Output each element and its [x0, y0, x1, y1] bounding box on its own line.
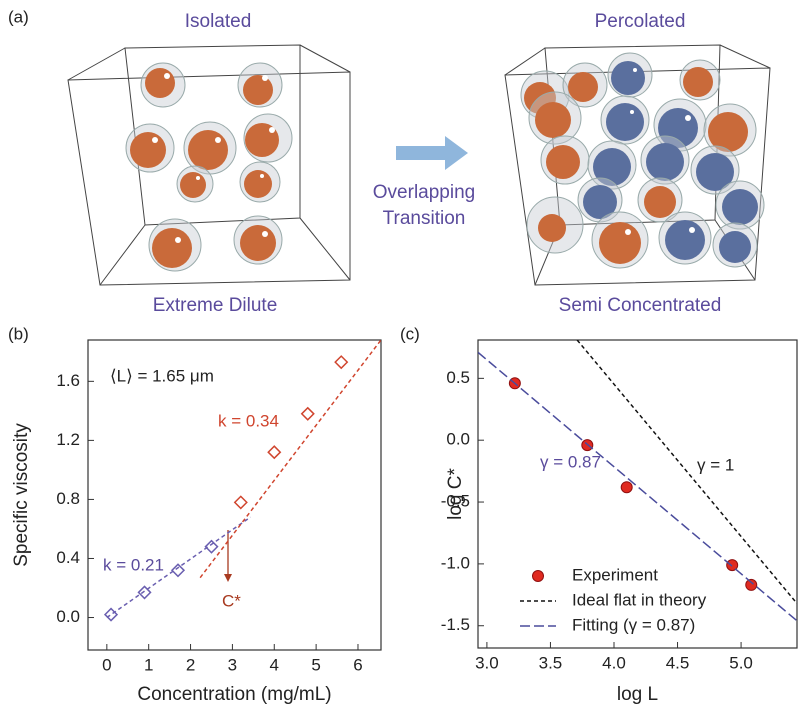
y-tick-label: 0.0: [446, 430, 470, 449]
x-tick-label: 5.0: [729, 653, 753, 672]
x-tick-label: 4.5: [666, 653, 690, 672]
fit-line: [200, 340, 381, 578]
legend-label: Ideal flat in theory: [572, 590, 707, 609]
data-point: [302, 408, 314, 420]
x-tick-label: 4.0: [602, 653, 626, 672]
y-tick-label: 0.5: [446, 368, 470, 387]
x-axis-label: Concentration (mg/mL): [137, 684, 331, 704]
data-point: [172, 564, 184, 576]
x-tick-label: 3: [228, 655, 237, 674]
annotation: γ = 0.87: [540, 452, 601, 471]
data-point: [335, 356, 347, 368]
data-point: [268, 446, 280, 458]
figure: (a) Isolated Extreme Dilute Percolated S…: [0, 0, 799, 704]
data-point: [105, 609, 117, 621]
right-caption: Semi Concentrated: [559, 295, 722, 316]
fit-line: [577, 340, 797, 603]
x-tick-label: 3.0: [475, 653, 499, 672]
y-tick-label: 1.6: [56, 371, 80, 390]
c-star-arrowhead: [224, 574, 232, 582]
legend-label: Experiment: [572, 565, 658, 584]
legend-label: Fitting (γ = 0.87): [572, 615, 695, 634]
x-tick-label: 5: [311, 655, 320, 674]
x-tick-label: 6: [353, 655, 362, 674]
panel-label: (c): [400, 324, 420, 343]
annotation: k = 0.21: [103, 555, 164, 574]
transition-arrow: [396, 136, 468, 170]
x-tick-label: 1: [144, 655, 153, 674]
x-tick-label: 4: [270, 655, 279, 674]
x-tick-label: 0: [102, 655, 111, 674]
left-title: Isolated: [185, 11, 252, 32]
arrow-text: Overlapping: [373, 182, 475, 203]
panel-label: (b): [8, 324, 29, 343]
data-point: [235, 496, 247, 508]
left-caption: Extreme Dilute: [153, 295, 278, 316]
arrow-text: Transition: [383, 208, 466, 229]
y-tick-label: -1.5: [441, 615, 470, 634]
x-tick-label: 3.5: [539, 653, 563, 672]
y-tick-label: -1.0: [441, 553, 470, 572]
annotation: k = 0.34: [218, 411, 279, 430]
y-tick-label: 0.4: [56, 548, 80, 567]
panel-a: (a) Isolated Extreme Dilute Percolated S…: [8, 7, 770, 316]
y-tick-label: 1.2: [56, 430, 80, 449]
panel-label: (a): [8, 7, 29, 26]
annotation: γ = 1: [697, 455, 734, 474]
right-spheres: [521, 53, 764, 268]
y-axis-label: Specific viscosity: [11, 423, 32, 567]
y-tick-label: 0.8: [56, 489, 80, 508]
x-tick-label: 2: [186, 655, 195, 674]
y-tick-label: 0.0: [56, 607, 80, 626]
right-title: Percolated: [595, 11, 686, 32]
annotation: ⟨L⟩ = 1.65 μm: [110, 366, 214, 385]
legend-marker: [533, 571, 544, 582]
y-axis-label: log C*: [445, 468, 466, 520]
data-point: [746, 579, 757, 590]
annotation: C*: [222, 591, 241, 610]
x-axis-label: log L: [617, 684, 658, 704]
left-spheres: [126, 63, 292, 271]
data-point: [621, 482, 632, 493]
